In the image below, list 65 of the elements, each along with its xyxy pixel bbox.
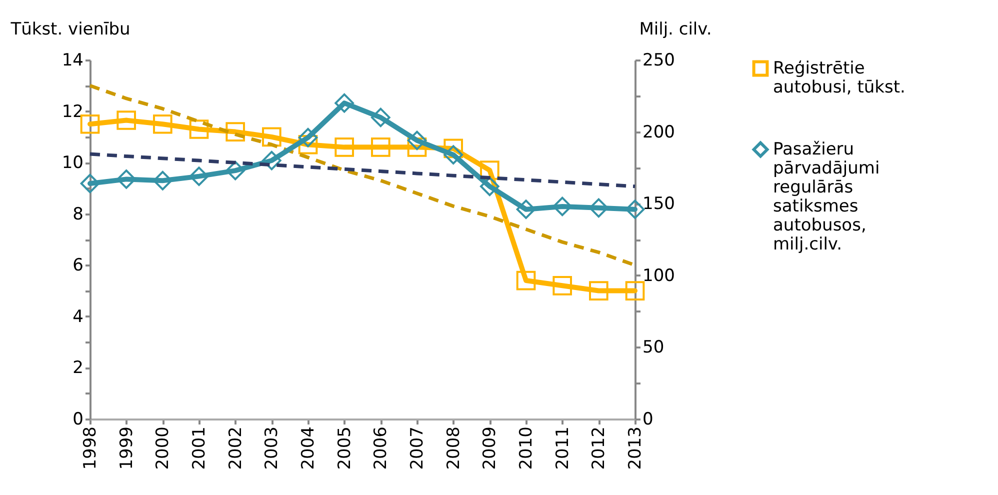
point [80, 174, 100, 194]
point [80, 114, 100, 134]
point [625, 281, 645, 300]
y2-tick-label: 0 [642, 410, 654, 430]
x-tick-label: 2001 [190, 426, 210, 470]
y-tick-label: 10 [62, 153, 84, 174]
point [444, 138, 463, 158]
point [625, 200, 645, 220]
x-tick-label: 2007 [408, 426, 428, 470]
legend-label: Reģistrētie autobusi, tūkst. [773, 58, 906, 98]
point [334, 93, 354, 113]
y-tick-label: 8 [72, 204, 84, 224]
y-axis-title: Tūkst. vienību [10, 20, 130, 40]
point [589, 198, 608, 218]
y-tick-label: 14 [62, 50, 84, 70]
point [262, 127, 282, 147]
x-tick-label: 2011 [552, 426, 573, 470]
x-tick-label: 2006 [371, 426, 392, 470]
point [407, 138, 427, 157]
x-tick-label: 2012 [589, 426, 610, 470]
y-tick-label: 6 [72, 256, 84, 276]
x-tick-label: 1999 [116, 426, 137, 470]
y2-axis-title: Milj. cilv. [639, 20, 712, 40]
y2-tick-label: 100 [642, 266, 675, 286]
point [116, 110, 136, 130]
x-tick-label: 2013 [626, 426, 646, 470]
point [480, 176, 500, 196]
legend-label: Pasažieru pārvadājumi regulārās satiksmes autobusos, milj.cilv. [773, 140, 880, 254]
y2-tick-label: 50 [642, 338, 664, 358]
x-tick-label: 2003 [262, 426, 282, 470]
point [589, 281, 608, 300]
point [153, 170, 172, 190]
point [516, 200, 536, 220]
point [298, 134, 318, 154]
x-tick-label: 2002 [226, 426, 246, 470]
y-tick-label: 12 [62, 102, 84, 122]
point [444, 145, 463, 164]
point [189, 120, 209, 139]
point [226, 160, 245, 180]
x-tick-label: 2005 [334, 426, 355, 470]
y2-tick-label: 200 [642, 122, 675, 142]
y2-tick-label: 150 [642, 194, 675, 214]
x-tick-label: 2009 [480, 426, 500, 470]
point [189, 166, 209, 186]
x-tick-label: 1998 [80, 426, 100, 470]
y-tick-label: 0 [72, 410, 84, 430]
point [334, 138, 354, 157]
y-tick-label: 4 [72, 306, 84, 327]
point [262, 150, 282, 170]
point [407, 130, 427, 150]
point [298, 128, 318, 148]
point [371, 108, 390, 128]
point [153, 114, 172, 134]
point [116, 170, 136, 189]
point [552, 276, 572, 296]
point [552, 196, 572, 216]
x-tick-label: 2004 [298, 426, 318, 470]
x-tick-label: 2010 [516, 426, 536, 470]
y2-tick-label: 250 [642, 50, 675, 70]
point [226, 122, 245, 142]
point [516, 270, 536, 290]
x-tick-label: 2008 [444, 426, 464, 470]
x-tick-label: 2000 [153, 426, 174, 470]
point [371, 138, 390, 157]
y-tick-label: 2 [72, 358, 84, 378]
